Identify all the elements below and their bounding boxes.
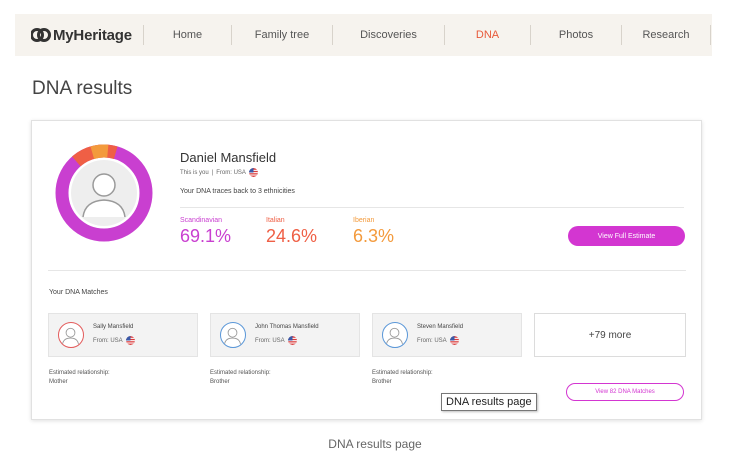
relationship-value: Mother xyxy=(49,379,68,385)
tooltip: DNA results page xyxy=(441,393,537,411)
match-avatar xyxy=(58,322,84,348)
nav-divider xyxy=(710,25,711,45)
nav-item-dna[interactable]: DNA xyxy=(475,29,500,41)
match-location: From: USA xyxy=(93,336,135,345)
donut-segment-iberian xyxy=(90,144,109,160)
profile-meta: This is you | From: USA xyxy=(180,168,258,177)
ethnicity-italian: Italian 24.6% xyxy=(266,217,317,247)
person-icon xyxy=(224,327,241,345)
ethnicity-label: Scandinavian xyxy=(180,217,223,224)
top-nav: MyHeritage Home Family tree Discoveries … xyxy=(15,14,712,56)
match-card[interactable]: Steven Mansfield From: USA xyxy=(372,313,522,357)
page-title: DNA results xyxy=(32,78,133,99)
ethnicity-iberian: Iberian 6.3% xyxy=(353,217,394,247)
match-relationship: Estimated relationship: Brother xyxy=(372,369,433,387)
ethnicity-label: Italian xyxy=(266,217,285,224)
dna-results-card: Daniel Mansfield This is you | From: USA… xyxy=(31,120,702,420)
ethnicity-percent: 6.3% xyxy=(353,226,395,246)
relationship-value: Brother xyxy=(372,379,392,385)
person-icon xyxy=(386,327,403,345)
match-relationship: Estimated relationship: Mother xyxy=(49,369,110,387)
nav-item-photos[interactable]: Photos xyxy=(558,29,594,41)
nav-item-research[interactable]: Research xyxy=(642,29,690,41)
nav-divider xyxy=(621,25,622,45)
match-location: From: USA xyxy=(255,336,297,345)
logo-icon xyxy=(31,28,51,42)
logo-text: MyHeritage xyxy=(53,26,132,44)
nav-divider xyxy=(530,25,531,45)
match-relationship: Estimated relationship: Brother xyxy=(210,369,271,387)
divider xyxy=(180,207,684,208)
myheritage-logo[interactable]: MyHeritage xyxy=(15,14,143,56)
match-card[interactable]: John Thomas Mansfield From: USA xyxy=(210,313,360,357)
meta-separator: | xyxy=(211,169,214,176)
usa-flag-icon xyxy=(248,168,258,177)
view-dna-matches-button[interactable]: View 82 DNA Matches xyxy=(566,383,684,401)
this-is-you-label: This is you xyxy=(180,169,209,176)
more-matches-card[interactable]: +79 more xyxy=(534,313,686,357)
match-from: From: USA xyxy=(93,337,123,344)
nav-divider xyxy=(444,25,445,45)
nav-item-home[interactable]: Home xyxy=(172,29,203,41)
ethnicity-summary: Your DNA traces back to 3 ethnicities xyxy=(180,188,295,195)
nav-divider xyxy=(332,25,333,45)
match-card[interactable]: Sally Mansfield From: USA xyxy=(48,313,198,357)
profile-name: Daniel Mansfield xyxy=(180,150,277,165)
figure-caption: DNA results page xyxy=(328,437,422,451)
ethnicity-percent: 69.1% xyxy=(180,226,232,246)
person-icon xyxy=(62,327,79,345)
match-name: Sally Mansfield xyxy=(93,324,134,330)
ethnicity-donut xyxy=(55,144,153,242)
relationship-label: Estimated relationship: xyxy=(49,370,110,376)
relationship-value: Brother xyxy=(210,379,230,385)
match-from: From: USA xyxy=(417,337,447,344)
match-location: From: USA xyxy=(417,336,459,345)
ethnicity-scandinavian: Scandinavian 69.1% xyxy=(180,217,231,247)
relationship-label: Estimated relationship: xyxy=(372,370,433,376)
match-avatar xyxy=(382,322,408,348)
nav-item-discoveries[interactable]: Discoveries xyxy=(360,29,417,41)
divider xyxy=(48,270,686,271)
usa-flag-icon xyxy=(125,336,135,345)
usa-flag-icon xyxy=(449,336,459,345)
person-icon xyxy=(82,173,126,218)
ethnicity-label: Iberian xyxy=(353,217,375,224)
match-name: John Thomas Mansfield xyxy=(255,324,319,330)
match-from: From: USA xyxy=(255,337,285,344)
match-avatar xyxy=(220,322,246,348)
nav-item-family-tree[interactable]: Family tree xyxy=(254,29,310,41)
nav-divider xyxy=(143,25,144,45)
matches-title: Your DNA Matches xyxy=(49,289,108,296)
usa-flag-icon xyxy=(287,336,297,345)
relationship-label: Estimated relationship: xyxy=(210,370,271,376)
ethnicity-percent: 24.6% xyxy=(266,226,318,246)
nav-divider xyxy=(231,25,232,45)
view-full-estimate-button[interactable]: View Full Estimate xyxy=(568,226,685,246)
match-name: Steven Mansfield xyxy=(417,324,464,330)
profile-from: From: USA xyxy=(216,169,246,176)
